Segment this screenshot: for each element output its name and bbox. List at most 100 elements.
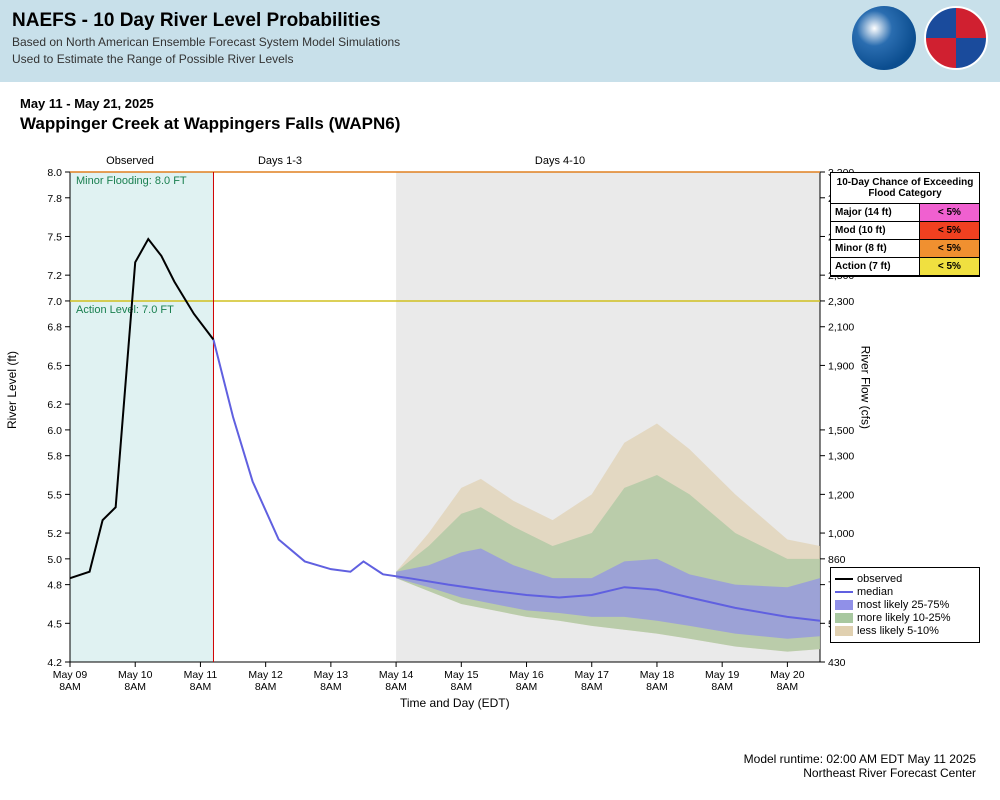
flood-value: < 5%: [920, 240, 979, 258]
svg-text:8AM: 8AM: [777, 681, 799, 693]
svg-text:May 10: May 10: [118, 669, 153, 681]
chart-area: 4.2 4.5 4.8 5.0 5.2 5.5 5.8 6.0 6.2 6.5 6.8 7.0 7.2 7…: [20, 142, 980, 702]
svg-text:6.8: 6.8: [47, 322, 62, 334]
flood-value: < 5%: [920, 222, 979, 240]
model-runtime: Model runtime: 02:00 AM EDT May 11 2025: [744, 752, 976, 766]
svg-text:8AM: 8AM: [711, 681, 733, 693]
svg-text:May 11: May 11: [184, 669, 218, 681]
svg-text:5.0: 5.0: [47, 554, 62, 566]
flood-label: Mod (10 ft): [831, 222, 920, 240]
noaa-logo-icon: [852, 6, 916, 70]
logo-container: [852, 6, 988, 70]
legend-item: more likely 10-25%: [835, 612, 975, 624]
date-range: May 11 - May 21, 2025: [20, 96, 1000, 111]
svg-text:7.8: 7.8: [47, 193, 62, 205]
legend-swatch: [835, 578, 853, 580]
legend-item: observed: [835, 573, 975, 585]
svg-text:1,200: 1,200: [828, 489, 854, 501]
legend-label: most likely 25-75%: [857, 599, 949, 611]
svg-text:860: 860: [828, 554, 846, 566]
svg-text:4.2: 4.2: [47, 657, 62, 669]
svg-text:8AM: 8AM: [516, 681, 538, 693]
svg-text:8AM: 8AM: [190, 681, 212, 693]
svg-text:8AM: 8AM: [255, 681, 277, 693]
svg-text:6.5: 6.5: [47, 360, 62, 372]
svg-text:May 19: May 19: [705, 669, 740, 681]
footer: Model runtime: 02:00 AM EDT May 11 2025 …: [744, 752, 976, 780]
legend-label: more likely 10-25%: [857, 612, 951, 624]
nws-logo-icon: [924, 6, 988, 70]
svg-text:8AM: 8AM: [320, 681, 342, 693]
svg-text:2,100: 2,100: [828, 322, 854, 334]
svg-text:6.2: 6.2: [47, 399, 62, 411]
svg-text:May 12: May 12: [248, 669, 283, 681]
svg-text:1,500: 1,500: [828, 425, 854, 437]
svg-text:Days 1-3: Days 1-3: [258, 155, 302, 167]
header-title: NAEFS - 10 Day River Level Probabilities: [12, 10, 988, 32]
legend-swatch: [835, 613, 853, 623]
svg-text:Days 4-10: Days 4-10: [535, 155, 585, 167]
legend-item: most likely 25-75%: [835, 599, 975, 611]
flood-row: Action (7 ft)< 5%: [831, 258, 979, 276]
flood-row: Mod (10 ft)< 5%: [831, 222, 979, 240]
svg-text:Observed: Observed: [106, 155, 154, 167]
svg-text:May 14: May 14: [379, 669, 414, 681]
svg-text:May 20: May 20: [770, 669, 805, 681]
svg-text:May 17: May 17: [575, 669, 610, 681]
legend-label: less likely 5-10%: [857, 625, 939, 637]
flood-table-header: 10-Day Chance of Exceeding Flood Categor…: [831, 173, 979, 204]
svg-text:May 13: May 13: [314, 669, 349, 681]
y-axis-left-label: River Level (ft): [5, 351, 19, 429]
svg-text:Minor Flooding: 8.0 FT: Minor Flooding: 8.0 FT: [76, 175, 187, 187]
svg-text:2,300: 2,300: [828, 296, 854, 308]
svg-text:8AM: 8AM: [451, 681, 473, 693]
legend-swatch: [835, 626, 853, 636]
svg-text:7.0: 7.0: [47, 296, 62, 308]
svg-text:May 18: May 18: [640, 669, 675, 681]
legend-swatch: [835, 591, 853, 593]
svg-text:May 15: May 15: [444, 669, 479, 681]
flood-row: Major (14 ft)< 5%: [831, 204, 979, 222]
flood-value: < 5%: [920, 258, 979, 276]
svg-text:5.2: 5.2: [47, 528, 62, 540]
svg-text:5.8: 5.8: [47, 451, 62, 463]
flood-label: Action (7 ft): [831, 258, 920, 276]
svg-text:5.5: 5.5: [47, 489, 62, 501]
svg-text:6.0: 6.0: [47, 425, 62, 437]
svg-text:May 09: May 09: [53, 669, 88, 681]
x-axis-label: Time and Day (EDT): [400, 696, 510, 710]
svg-text:8AM: 8AM: [581, 681, 603, 693]
svg-text:430: 430: [828, 657, 846, 669]
svg-text:1,900: 1,900: [828, 360, 854, 372]
svg-text:8AM: 8AM: [646, 681, 668, 693]
svg-text:1,300: 1,300: [828, 451, 854, 463]
svg-text:1,000: 1,000: [828, 528, 854, 540]
legend-item: less likely 5-10%: [835, 625, 975, 637]
legend-label: observed: [857, 573, 902, 585]
forecast-center: Northeast River Forecast Center: [744, 766, 976, 780]
flood-value: < 5%: [920, 204, 979, 222]
legend: observedmedianmost likely 25-75%more lik…: [830, 567, 980, 643]
flood-probability-table: 10-Day Chance of Exceeding Flood Categor…: [830, 172, 980, 277]
svg-text:8AM: 8AM: [124, 681, 146, 693]
header-banner: NAEFS - 10 Day River Level Probabilities…: [0, 0, 1000, 82]
svg-text:4.8: 4.8: [47, 580, 62, 592]
legend-label: median: [857, 586, 893, 598]
svg-text:Action Level: 7.0 FT: Action Level: 7.0 FT: [76, 304, 174, 316]
legend-item: median: [835, 586, 975, 598]
flood-row: Minor (8 ft)< 5%: [831, 240, 979, 258]
station-title: Wappinger Creek at Wappingers Falls (WAP…: [20, 114, 1000, 134]
svg-text:4.5: 4.5: [47, 618, 62, 630]
svg-text:8AM: 8AM: [59, 681, 81, 693]
flood-label: Major (14 ft): [831, 204, 920, 222]
legend-swatch: [835, 600, 853, 610]
header-subtitle-2: Used to Estimate the Range of Possible R…: [12, 52, 988, 66]
svg-text:7.5: 7.5: [47, 231, 62, 243]
svg-text:8AM: 8AM: [385, 681, 407, 693]
header-subtitle-1: Based on North American Ensemble Forecas…: [12, 35, 988, 49]
svg-text:May 16: May 16: [509, 669, 544, 681]
svg-text:7.2: 7.2: [47, 270, 62, 282]
svg-text:8.0: 8.0: [47, 167, 62, 179]
y-axis-right-label: River Flow (cfs): [858, 346, 872, 429]
flood-label: Minor (8 ft): [831, 240, 920, 258]
